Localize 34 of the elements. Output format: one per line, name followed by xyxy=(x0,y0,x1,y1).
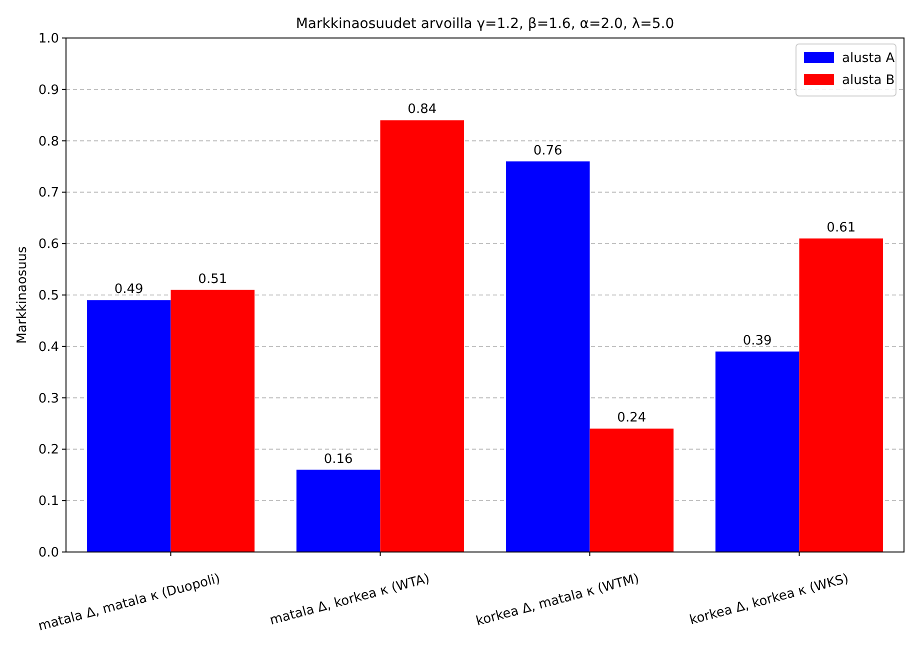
y-tick-label: 0.2 xyxy=(38,442,59,458)
y-tick-label: 0.4 xyxy=(38,340,59,355)
chart-title: Markkinaosuudet arvoilla γ=1.2, β=1.6, α=2.0, λ=5.0 xyxy=(296,16,674,32)
data-label: 0.51 xyxy=(198,272,228,287)
bar xyxy=(506,161,590,552)
x-tick-label: korkea Δ, matala κ (WTM) xyxy=(474,571,641,630)
y-tick-label: 0.5 xyxy=(38,288,59,304)
bar xyxy=(170,290,255,552)
bar xyxy=(590,428,674,552)
bar xyxy=(715,352,800,552)
data-label: 0.76 xyxy=(533,143,562,158)
y-tick-label: 1.0 xyxy=(38,32,59,46)
data-label: 0.49 xyxy=(114,282,144,298)
y-tick-label: 0.3 xyxy=(38,391,59,406)
data-label: 0.16 xyxy=(324,452,353,467)
legend-label: alusta B xyxy=(842,73,895,88)
data-label: 0.24 xyxy=(617,410,646,426)
y-tick-label: 0.6 xyxy=(38,237,59,252)
legend-label: alusta A xyxy=(842,51,895,66)
y-tick-label: 0.0 xyxy=(38,546,59,560)
bar xyxy=(86,300,171,552)
y-tick-label: 0.8 xyxy=(38,134,59,150)
y-axis-title: Markkinaosuus xyxy=(15,246,30,344)
bar xyxy=(799,238,884,552)
y-tick-label: 0.1 xyxy=(38,494,59,510)
y-tick-label: 0.9 xyxy=(38,82,59,98)
y-tick-label: 0.7 xyxy=(38,186,59,201)
bar xyxy=(296,470,380,552)
data-label: 0.84 xyxy=(408,102,437,118)
x-tick-label: matala Δ, korkea κ (WTA) xyxy=(268,571,432,628)
x-tick-label: korkea Δ, korkea κ (WKS) xyxy=(688,571,850,628)
data-label: 0.61 xyxy=(826,220,856,236)
bar xyxy=(380,120,464,552)
data-label: 0.39 xyxy=(742,334,772,349)
